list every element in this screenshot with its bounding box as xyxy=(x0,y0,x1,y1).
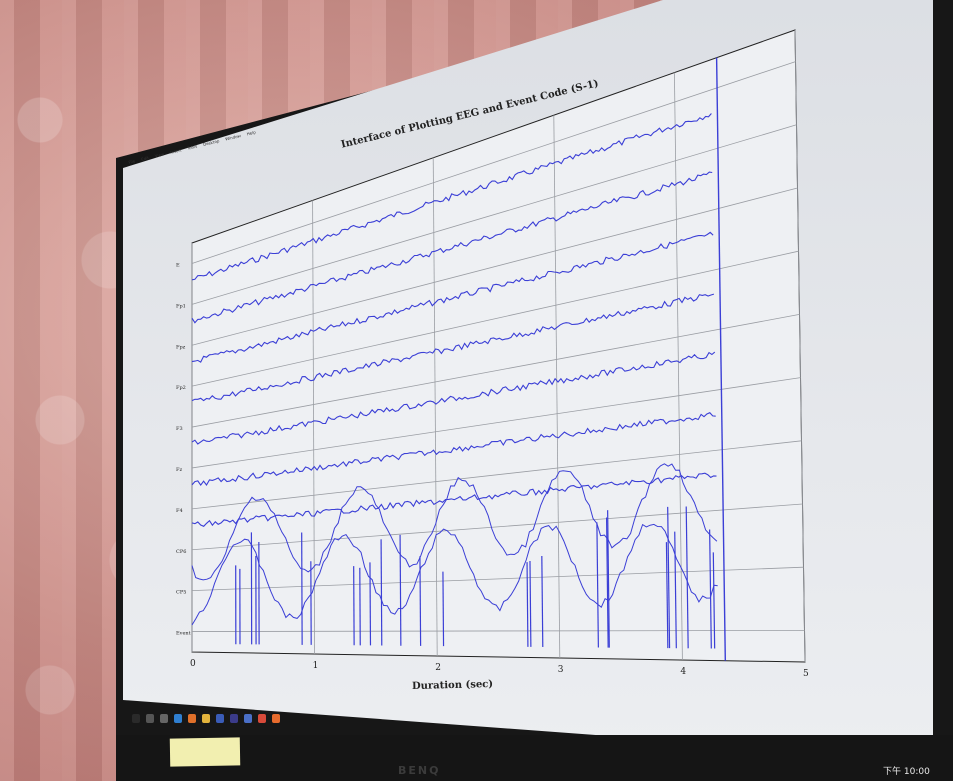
eeg-trace xyxy=(191,171,713,324)
channel-label: F3 xyxy=(176,426,183,432)
mail-icon[interactable] xyxy=(244,714,252,723)
channel-label: CP5 xyxy=(176,590,186,596)
matlab-icon[interactable] xyxy=(272,714,280,723)
event-spike xyxy=(380,539,383,646)
grid-vline xyxy=(553,115,561,659)
eeg-trace xyxy=(191,463,718,581)
event-spike xyxy=(712,552,716,649)
x-tick-label: 1 xyxy=(313,661,319,671)
monitor-bezel-bottom xyxy=(116,735,953,781)
event-spike xyxy=(709,529,712,649)
event-spike xyxy=(605,517,609,648)
event-spike xyxy=(541,556,544,647)
event-spike xyxy=(529,560,532,647)
eeg-trace xyxy=(191,351,716,445)
event-spike xyxy=(685,506,689,649)
grid-hline xyxy=(191,630,805,632)
grid-hline xyxy=(191,440,802,510)
channel-label: E xyxy=(176,262,180,268)
search-icon[interactable] xyxy=(146,714,154,723)
event-spike xyxy=(419,556,422,646)
grid-vline xyxy=(432,157,438,657)
event-spike xyxy=(399,534,402,646)
event-spike xyxy=(442,571,445,647)
x-tick-label: 5 xyxy=(803,669,809,679)
chrome-icon[interactable] xyxy=(258,714,266,723)
event-spike xyxy=(665,542,669,649)
grid-vline xyxy=(794,29,806,663)
app-icon[interactable] xyxy=(216,714,224,723)
x-tick-label: 2 xyxy=(435,663,441,673)
eeg-trace xyxy=(191,523,718,626)
task-view-icon[interactable] xyxy=(160,714,168,723)
event-spike xyxy=(526,562,529,647)
grid-hline xyxy=(191,566,804,592)
channel-label: Fp1 xyxy=(176,303,186,309)
channel-label: CP6 xyxy=(176,549,186,555)
grid-hline xyxy=(191,377,801,469)
eeg-trace xyxy=(191,412,716,487)
folder-icon[interactable] xyxy=(202,714,210,723)
x-tick-label: 4 xyxy=(680,667,686,677)
monitor-brand-logo: BENQ xyxy=(398,764,441,777)
eeg-trace xyxy=(191,293,715,402)
grid-hline xyxy=(191,503,803,551)
grid-vline xyxy=(674,72,683,661)
grid-hline xyxy=(191,187,798,346)
eeg-trace xyxy=(191,231,714,363)
grid-vline xyxy=(312,200,316,655)
taskbar xyxy=(128,704,308,734)
event-spike xyxy=(667,506,671,649)
monitor-screen: 0 1 2 3 4 5 E Fp1 Fpz Fp2 F3 Fz F4 CP6 CP5 Event xyxy=(123,0,933,760)
edge-icon[interactable] xyxy=(174,714,182,723)
store-icon[interactable] xyxy=(230,714,238,723)
grid-hline xyxy=(191,124,797,305)
event-marker xyxy=(715,57,727,661)
eeg-trace xyxy=(191,472,717,527)
grid-hline xyxy=(191,314,800,428)
grid-hline xyxy=(191,61,796,264)
channel-label: F4 xyxy=(176,508,183,514)
channel-label: Fz xyxy=(176,467,182,473)
x-tick-label: 3 xyxy=(558,665,564,675)
sticky-note xyxy=(169,737,241,767)
channel-label: Fpz xyxy=(176,344,186,350)
taskbar-clock: 下午 10:00 xyxy=(883,767,930,777)
browser-icon[interactable] xyxy=(188,714,196,723)
start-icon[interactable] xyxy=(132,714,140,723)
eeg-trace xyxy=(191,113,712,281)
grid-hline xyxy=(191,250,799,387)
event-spike xyxy=(596,522,599,648)
channel-label: Event xyxy=(176,631,191,637)
channel-label: Fp2 xyxy=(176,385,186,391)
event-spike xyxy=(369,562,372,646)
x-tick-label: 0 xyxy=(190,659,196,669)
x-axis-label: Duration (sec) xyxy=(411,678,494,693)
event-spike xyxy=(674,531,677,649)
eeg-plot-svg: 0 1 2 3 4 5 E Fp1 Fpz Fp2 F3 Fz F4 CP6 CP5 Event xyxy=(176,29,809,679)
event-spike xyxy=(607,510,610,648)
